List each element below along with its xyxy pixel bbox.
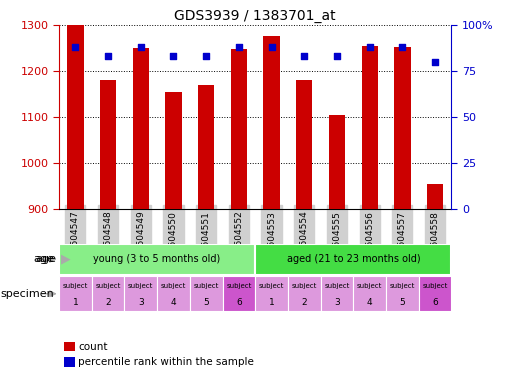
Text: 3: 3 — [138, 298, 144, 307]
Bar — [255, 244, 451, 275]
Bar — [190, 276, 223, 311]
Bar — [132, 48, 149, 209]
Text: subject: subject — [291, 283, 317, 289]
Text: subject: subject — [161, 283, 186, 289]
Point — [300, 53, 308, 60]
Text: subject: subject — [193, 283, 219, 289]
Point — [431, 59, 439, 65]
Point — [333, 53, 341, 60]
Point — [169, 53, 177, 60]
Point — [235, 44, 243, 50]
Text: 5: 5 — [203, 298, 209, 307]
Bar — [419, 276, 451, 311]
Text: 4: 4 — [367, 298, 372, 307]
Bar — [64, 357, 75, 367]
Text: age: age — [33, 254, 54, 264]
Point — [71, 44, 80, 50]
Bar — [59, 244, 255, 275]
Text: percentile rank within the sample: percentile rank within the sample — [78, 357, 254, 367]
Text: aged (21 to 23 months old): aged (21 to 23 months old) — [287, 254, 420, 264]
Point — [267, 44, 275, 50]
Text: 3: 3 — [334, 298, 340, 307]
Bar — [353, 276, 386, 311]
Bar — [263, 36, 280, 209]
Text: subject: subject — [422, 283, 448, 289]
Point — [366, 44, 374, 50]
Text: subject: subject — [259, 283, 284, 289]
Text: 6: 6 — [236, 298, 242, 307]
Text: subject: subject — [390, 283, 415, 289]
Text: subject: subject — [226, 283, 251, 289]
Bar — [67, 25, 84, 209]
Bar — [64, 342, 75, 351]
Text: count: count — [78, 342, 108, 352]
Text: subject: subject — [324, 283, 350, 289]
Bar — [255, 276, 288, 311]
Bar — [100, 80, 116, 209]
Point — [136, 44, 145, 50]
Bar — [124, 276, 157, 311]
Title: GDS3939 / 1383701_at: GDS3939 / 1383701_at — [174, 8, 336, 23]
Bar — [394, 46, 410, 209]
Bar — [157, 276, 190, 311]
Text: specimen: specimen — [0, 289, 54, 299]
Text: subject: subject — [128, 283, 153, 289]
Text: ▶: ▶ — [57, 253, 71, 266]
Bar — [92, 276, 124, 311]
Bar — [386, 276, 419, 311]
Bar — [198, 85, 214, 209]
Text: 5: 5 — [400, 298, 405, 307]
Text: 1: 1 — [72, 298, 78, 307]
Point — [104, 53, 112, 60]
Text: subject: subject — [63, 283, 88, 289]
Bar — [321, 276, 353, 311]
Bar — [288, 276, 321, 311]
Text: age: age — [35, 254, 56, 264]
Point — [202, 53, 210, 60]
Point — [398, 44, 406, 50]
Text: subject: subject — [95, 283, 121, 289]
Bar — [362, 46, 378, 209]
Text: 2: 2 — [302, 298, 307, 307]
Text: 4: 4 — [171, 298, 176, 307]
Text: subject: subject — [357, 283, 382, 289]
Text: 2: 2 — [105, 298, 111, 307]
Bar — [296, 80, 312, 209]
Bar — [223, 276, 255, 311]
Bar — [231, 49, 247, 209]
Bar — [165, 92, 182, 209]
Bar — [59, 276, 92, 311]
Text: 1: 1 — [269, 298, 274, 307]
Bar — [427, 184, 443, 209]
Bar — [329, 115, 345, 209]
Text: 6: 6 — [432, 298, 438, 307]
Text: young (3 to 5 months old): young (3 to 5 months old) — [93, 254, 221, 264]
